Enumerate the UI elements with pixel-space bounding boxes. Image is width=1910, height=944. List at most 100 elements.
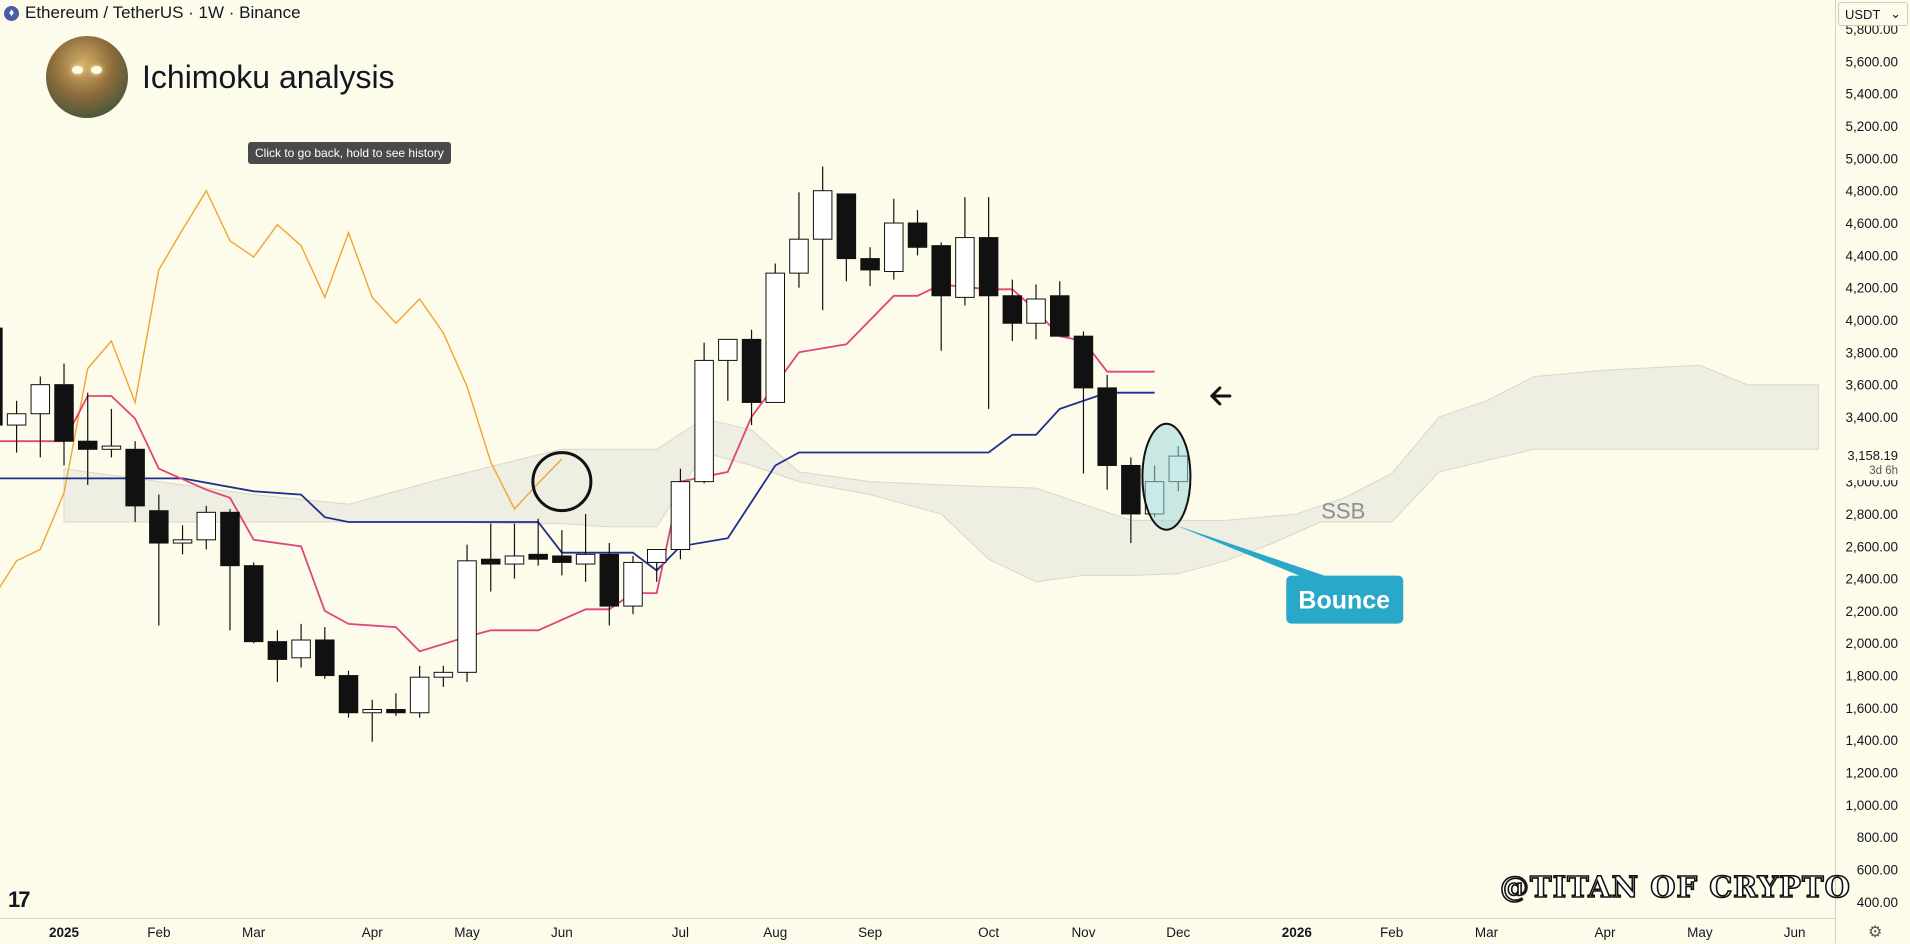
time-axis[interactable]	[0, 918, 1835, 944]
candle-bullish	[196, 511, 217, 541]
plot-area: SSB Bounce	[0, 166, 1819, 742]
candle-bearish	[243, 565, 264, 643]
candle-bullish	[884, 222, 904, 273]
y-tick-label: 4,000.00	[1845, 313, 1898, 328]
candle-bearish	[267, 641, 288, 660]
candle-bullish	[101, 445, 122, 450]
candle-bearish	[528, 553, 548, 560]
y-tick-label: 2,400.00	[1845, 572, 1898, 587]
candle-bearish	[599, 553, 620, 607]
x-tick-label: 2026	[1282, 925, 1313, 940]
candle-bearish	[1050, 295, 1070, 337]
avatar	[46, 36, 128, 118]
y-tick-label: 3,800.00	[1845, 345, 1898, 360]
y-tick-label: 3,600.00	[1845, 378, 1898, 393]
price-axis[interactable]	[1835, 0, 1910, 943]
x-tick-label: Jul	[672, 925, 689, 940]
candle-bearish	[552, 555, 572, 563]
y-tick-label: 4,600.00	[1845, 216, 1898, 231]
candle-bullish	[30, 384, 51, 415]
candle-bearish	[860, 258, 880, 271]
candle-bearish	[220, 511, 240, 567]
candle-bearish	[1121, 464, 1141, 515]
x-tick-label: Feb	[1380, 925, 1403, 940]
chevron-down-icon: ⌄	[1890, 6, 1901, 21]
candle-bearish	[54, 384, 74, 442]
candle-bearish	[907, 222, 928, 248]
y-tick-label: 5,200.00	[1845, 119, 1898, 134]
candle-bullish	[789, 238, 809, 274]
candle-bullish	[718, 338, 738, 361]
ichimoku-cloud	[63, 364, 1819, 583]
candle-bullish	[575, 553, 596, 565]
symbol-title[interactable]: Ethereum / TetherUS · 1W · Binance	[25, 3, 301, 22]
x-tick-label: Apr	[362, 925, 384, 940]
y-tick-label: 800.00	[1857, 830, 1898, 845]
currency-select[interactable]: USDT ⌄	[1838, 2, 1908, 26]
title-block: Ichimoku analysis	[46, 36, 395, 118]
x-tick-label: May	[1687, 925, 1713, 940]
lagging-span-line	[0, 189, 563, 589]
candle-bearish	[149, 510, 169, 544]
candle-bullish	[694, 359, 714, 483]
y-tick-label: 1,800.00	[1845, 669, 1898, 684]
y-tick-label: 4,800.00	[1845, 184, 1898, 199]
watermark: @TITAN OF CRYPTO	[1499, 869, 1851, 905]
candle-bearish	[1002, 295, 1023, 324]
y-tick-label: 5,000.00	[1845, 151, 1898, 166]
bounce-pointer	[1174, 524, 1331, 578]
last-price-box	[1837, 444, 1910, 481]
x-tick-label: Oct	[978, 925, 999, 940]
y-tick-label: 1,400.00	[1845, 733, 1898, 748]
highlight-circle	[531, 451, 593, 513]
candle-bearish	[1097, 387, 1117, 466]
candle-bullish	[457, 560, 477, 673]
chart-header: ♦ Ethereum / TetherUS · 1W · Binance	[0, 0, 301, 26]
candle-bearish	[836, 193, 857, 260]
y-tick-label: 2,200.00	[1845, 604, 1898, 619]
candle-bearish	[0, 327, 3, 426]
y-tick-label: 2,800.00	[1845, 507, 1898, 522]
x-tick-label: 2025	[49, 925, 80, 940]
tradingview-logo-icon[interactable]: 17	[8, 887, 31, 912]
y-tick-label: 4,400.00	[1845, 248, 1898, 263]
candle-bullish	[362, 709, 382, 714]
y-tick-label: 5,400.00	[1845, 87, 1898, 102]
candle-bullish	[172, 539, 193, 544]
candle-bullish	[6, 413, 27, 426]
candle-bullish	[504, 555, 525, 565]
candle-bearish	[741, 338, 762, 403]
x-tick-label: Sep	[858, 925, 882, 940]
x-tick-label: May	[454, 925, 480, 940]
candle-bearish	[931, 245, 951, 297]
ethereum-icon: ♦	[4, 5, 19, 21]
candle-bearish	[338, 675, 359, 714]
candle-bullish	[646, 549, 667, 563]
last-price-label: 3,158.19	[1847, 448, 1898, 463]
y-tick-label: 400.00	[1857, 895, 1898, 910]
x-tick-label: Jun	[551, 925, 573, 940]
x-tick-label: Feb	[147, 925, 170, 940]
y-tick-label: 3,400.00	[1845, 410, 1898, 425]
x-tick-label: Dec	[1166, 925, 1190, 940]
x-tick-label: Apr	[1595, 925, 1617, 940]
x-tick-label: Mar	[242, 925, 266, 940]
y-tick-label: 1,200.00	[1845, 766, 1898, 781]
candle-bullish	[409, 676, 430, 714]
avatar-eye-right	[91, 66, 102, 74]
chart-title: Ichimoku analysis	[142, 58, 395, 95]
candle-bearish	[481, 558, 501, 565]
settings-icon[interactable]: ⚙	[1868, 924, 1883, 941]
candle-bearish	[315, 639, 335, 677]
candle-bearish	[978, 237, 999, 297]
candle-bearish	[1073, 335, 1094, 389]
candle-bullish	[291, 639, 311, 659]
bounce-ellipse	[1141, 422, 1192, 531]
candle-bullish	[765, 272, 785, 403]
candle-bearish	[77, 440, 98, 450]
y-tick-label: 600.00	[1857, 863, 1898, 878]
candle-bullish	[955, 237, 975, 298]
x-tick-label: Nov	[1071, 925, 1095, 940]
y-tick-label: 1,600.00	[1845, 701, 1898, 716]
